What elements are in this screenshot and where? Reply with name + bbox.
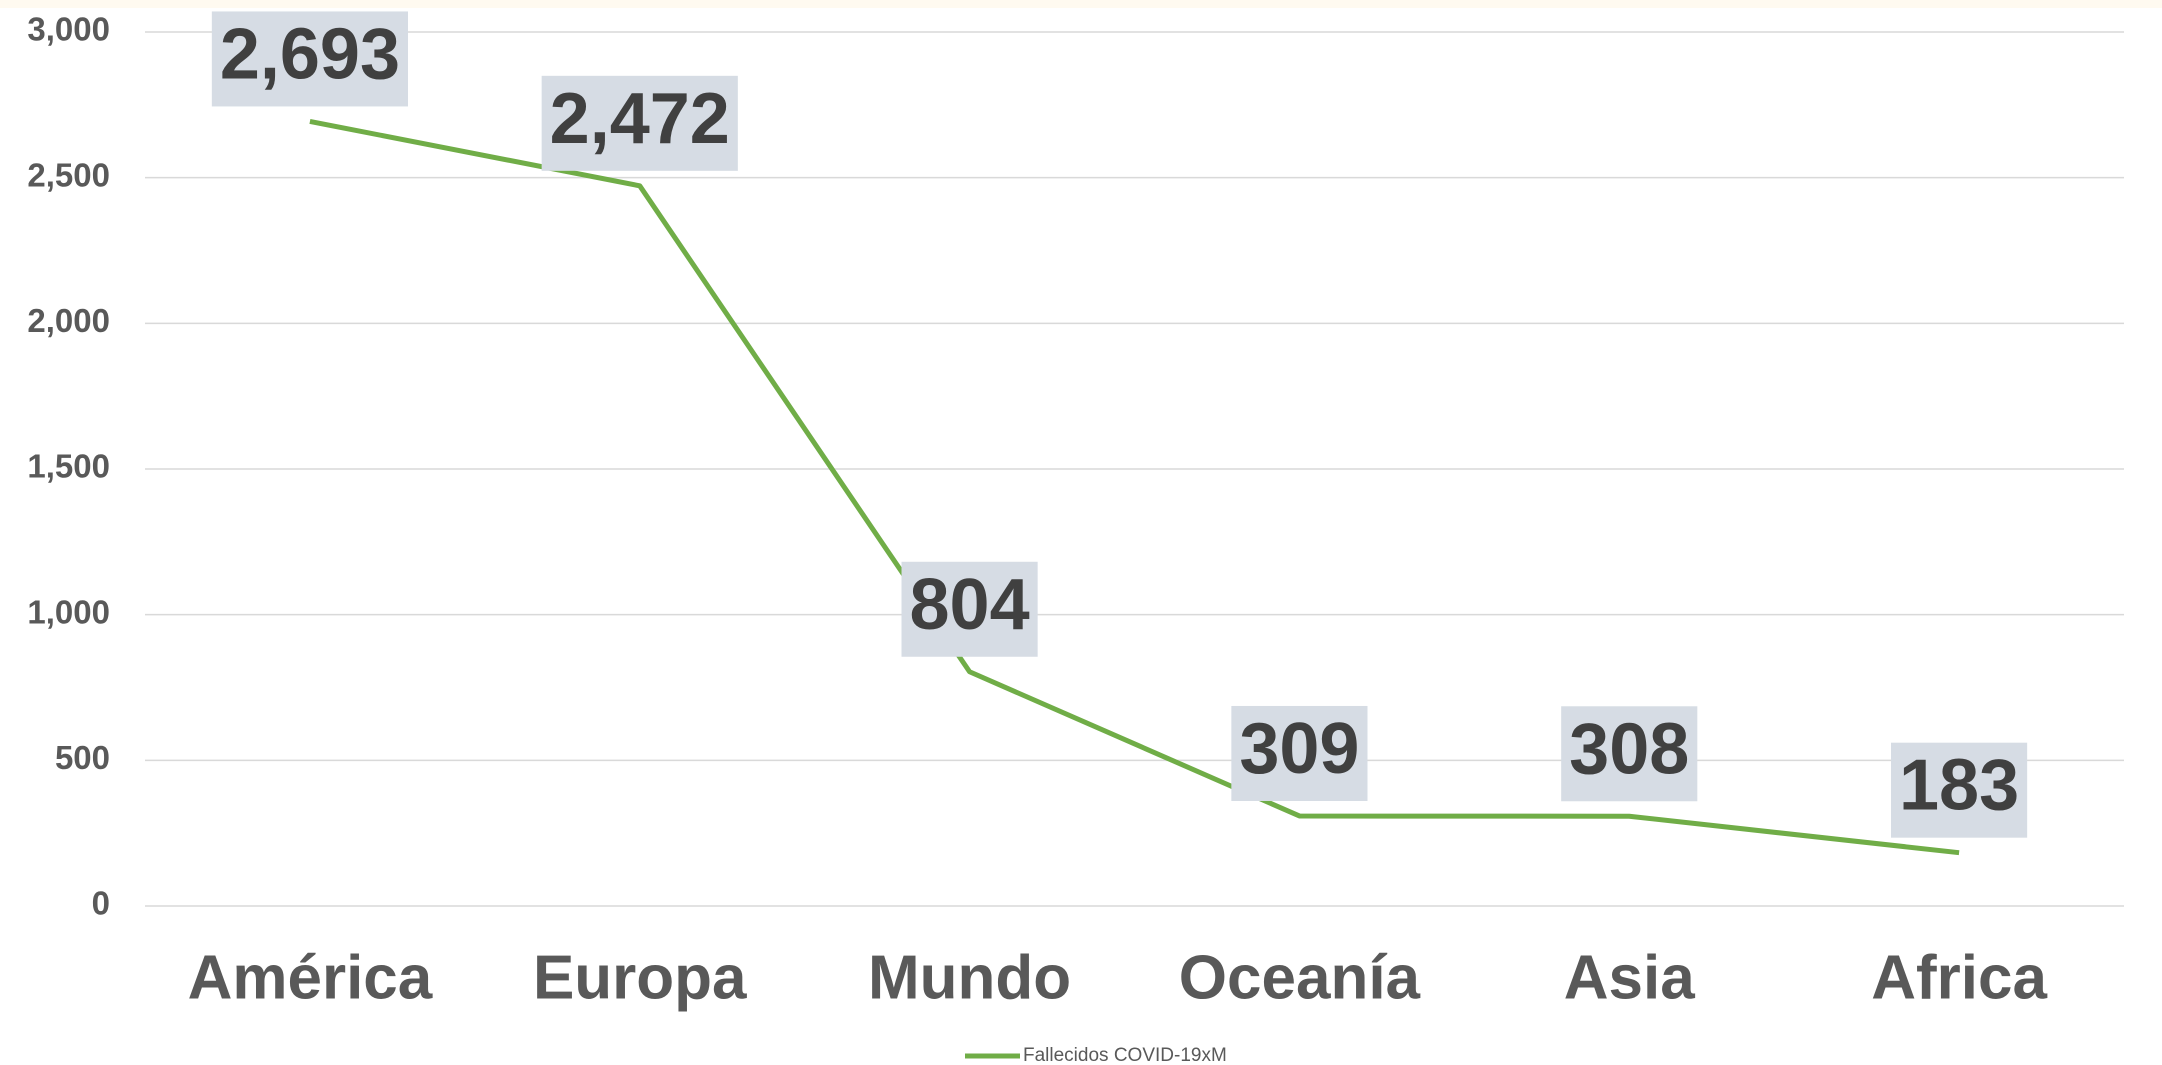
top-strip <box>0 0 2162 8</box>
y-tick-label: 2,500 <box>27 156 110 193</box>
y-tick-label: 3,000 <box>27 11 110 48</box>
x-tick-label: Mundo <box>868 943 1071 1012</box>
data-label-box <box>1231 705 1368 801</box>
x-tick-label: América <box>188 943 433 1012</box>
y-tick-label: 1,500 <box>27 448 110 485</box>
y-tick-label: 500 <box>55 739 110 776</box>
data-label-box <box>541 75 738 171</box>
data-label: 183 <box>1899 746 2019 826</box>
data-label-box <box>901 561 1038 657</box>
x-tick-label: Europa <box>533 943 747 1012</box>
y-tick-label: 0 <box>92 885 110 922</box>
x-tick-label: Oceanía <box>1179 943 1421 1012</box>
x-tick-label: Africa <box>1871 943 2047 1012</box>
legend-label: Fallecidos COVID-19xM <box>1023 1045 1227 1065</box>
data-label: 308 <box>1569 709 1689 789</box>
y-tick-label: 1,000 <box>27 593 110 630</box>
data-label: 309 <box>1239 709 1359 789</box>
data-label-box <box>1891 742 2028 838</box>
line <box>309 118 1960 856</box>
data-label-box <box>211 11 409 107</box>
data-label: 804 <box>910 565 1030 645</box>
x-tick-label: Asia <box>1564 943 1695 1012</box>
data-label: 2,693 <box>220 14 400 94</box>
y-tick-label: 2,000 <box>27 302 110 339</box>
data-label-box <box>1561 706 1698 802</box>
data-label: 2,472 <box>550 79 730 159</box>
